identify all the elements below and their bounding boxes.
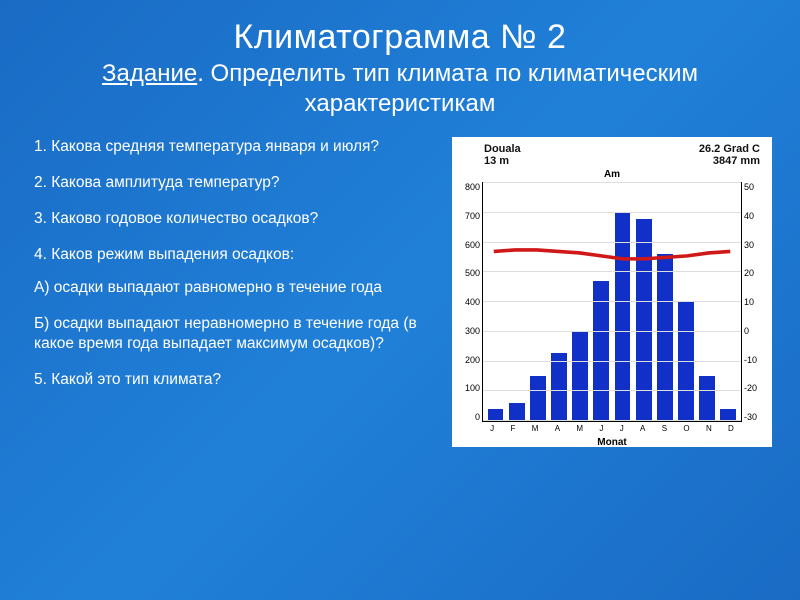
precip-bar (657, 254, 673, 421)
y-right-tick: -10 (744, 355, 764, 365)
month-tick: N (706, 424, 712, 433)
slide-title: Климатограмма № 2 (40, 18, 760, 57)
y-left-tick: 0 (460, 412, 480, 422)
month-tick: M (576, 424, 583, 433)
month-tick: A (640, 424, 645, 433)
grid-line (483, 242, 741, 243)
plot-area (482, 182, 742, 422)
precip-bar (530, 376, 546, 421)
station-altitude: 13 m (484, 155, 521, 167)
y-right-tick: 20 (744, 268, 764, 278)
grid-line (483, 301, 741, 302)
questions-list: 1. Какова средняя температура января и и… (34, 137, 434, 447)
chart-station: Douala 13 m (484, 143, 521, 167)
grid-line (483, 212, 741, 213)
slide-subtitle: Задание. Определить тип климата по клима… (40, 59, 760, 119)
precip-bar (699, 376, 715, 421)
precip-total: 3847 mm (699, 155, 760, 167)
month-tick: O (683, 424, 689, 433)
y-left-tick: 200 (460, 355, 480, 365)
question-1: 1. Какова средняя температура января и и… (34, 137, 434, 157)
grid-line (483, 420, 741, 421)
y-left-tick: 300 (460, 326, 480, 336)
y-axis-left: 800 700 600 500 400 300 200 100 0 (458, 182, 482, 422)
month-tick: F (510, 424, 515, 433)
y-right-tick: 10 (744, 297, 764, 307)
grid-line (483, 361, 741, 362)
grid-line (483, 271, 741, 272)
y-right-tick: 40 (744, 211, 764, 221)
y-right-tick: -20 (744, 383, 764, 393)
y-right-tick: 50 (744, 182, 764, 192)
chart-header: Douala 13 m 26.2 Grad C 3847 mm (456, 143, 768, 169)
question-5: 5. Какой это тип климата? (34, 370, 434, 390)
content-row: 1. Какова средняя температура января и и… (0, 129, 800, 447)
subtitle-rest: . Определить тип климата по климатически… (197, 60, 698, 117)
question-3: 3. Каково годовое количество осадков? (34, 209, 434, 229)
y-right-tick: 30 (744, 240, 764, 250)
precip-bar (593, 281, 609, 421)
temp-mean: 26.2 Grad C (699, 143, 760, 155)
month-tick: S (662, 424, 667, 433)
grid-line (483, 182, 741, 183)
y-left-tick: 100 (460, 383, 480, 393)
x-axis-label: Monat (456, 433, 768, 448)
y-axis-right: 50 40 30 20 10 0 -10 -20 -30 (742, 182, 766, 422)
question-4a: А) осадки выпадают равномерно в течение … (34, 278, 434, 298)
month-tick: J (490, 424, 494, 433)
bars-group (483, 183, 741, 421)
climograph-chart: Douala 13 m 26.2 Grad C 3847 mm Am Niede… (452, 137, 772, 447)
question-2: 2. Какова амплитуда температур? (34, 173, 434, 193)
precip-bar (551, 353, 567, 421)
task-label: Задание (102, 60, 197, 87)
y-right-tick: -30 (744, 412, 764, 422)
month-tick: D (728, 424, 734, 433)
chart-classification: Am (456, 169, 768, 182)
precip-bar (572, 332, 588, 421)
question-4: 4. Каков режим выпадения осадков: (34, 245, 434, 265)
y-left-tick: 500 (460, 268, 480, 278)
grid-line (483, 390, 741, 391)
question-4b: Б) осадки выпадают неравномерно в течени… (34, 314, 434, 354)
y-left-tick: 400 (460, 297, 480, 307)
month-tick: J (599, 424, 603, 433)
y-left-tick: 700 (460, 211, 480, 221)
x-axis-months: JFMAMJJASOND (456, 422, 768, 433)
precip-bar (678, 302, 694, 421)
y-left-tick: 600 (460, 240, 480, 250)
chart-body: 8007006005004003002001000 50403020100-10… (456, 182, 768, 422)
month-tick: J (620, 424, 624, 433)
slide-header: Климатограмма № 2 Задание. Определить ти… (0, 0, 800, 129)
month-tick: A (555, 424, 560, 433)
grid-line (483, 331, 741, 332)
station-name: Douala (484, 143, 521, 155)
chart-summary: 26.2 Grad C 3847 mm (699, 143, 760, 167)
month-tick: M (532, 424, 539, 433)
y-left-tick: 800 (460, 182, 480, 192)
precip-bar (509, 403, 525, 421)
y-right-tick: 0 (744, 326, 764, 336)
